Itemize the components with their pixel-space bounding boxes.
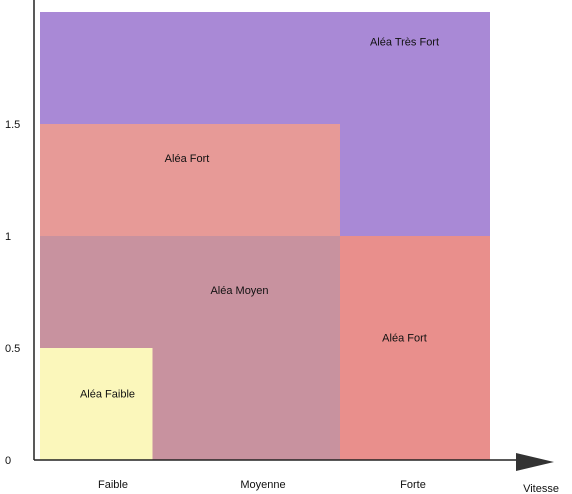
zone-al-a-tr-s-fort-0 [40,12,490,124]
axes-layer [33,0,554,471]
y-tick-label: 1.5 [5,119,20,131]
zone-al-a-fort-5 [340,236,490,460]
zones-layer [40,12,490,460]
y-tick-label: 1 [5,231,11,243]
zone-al-a-faible-6 [40,348,153,460]
labels-layer: Aléa Très Fort Aléa Fort Aléa Moyen Aléa Fo… [80,37,439,401]
x-axis-label: Vitesse [523,483,559,494]
x-tick-label: Forte [400,479,426,491]
y-tick-label: 0 [5,455,11,467]
ticks-layer: 0 0.5 1 1.5 Faible Moyenne Forte [5,119,426,491]
zone-label: Aléa Faible [80,388,135,400]
x-tick-label: Faible [98,479,128,491]
x-axis-arrow-icon [516,453,554,471]
zone-al-a-moyen-3 [40,236,340,348]
x-tick-label: Moyenne [240,479,285,491]
zone-label: Aléa Fort [165,153,210,165]
zone-label: Aléa Fort [382,332,427,344]
zone-al-a-fort-2 [40,124,340,236]
zone-label: Aléa Très Fort [370,37,439,49]
zone-al-a-tr-s-fort-1 [340,124,490,236]
y-tick-label: 0.5 [5,343,20,355]
zone-label: Aléa Moyen [210,285,268,297]
zone-al-a-moyen-4 [152,348,340,460]
